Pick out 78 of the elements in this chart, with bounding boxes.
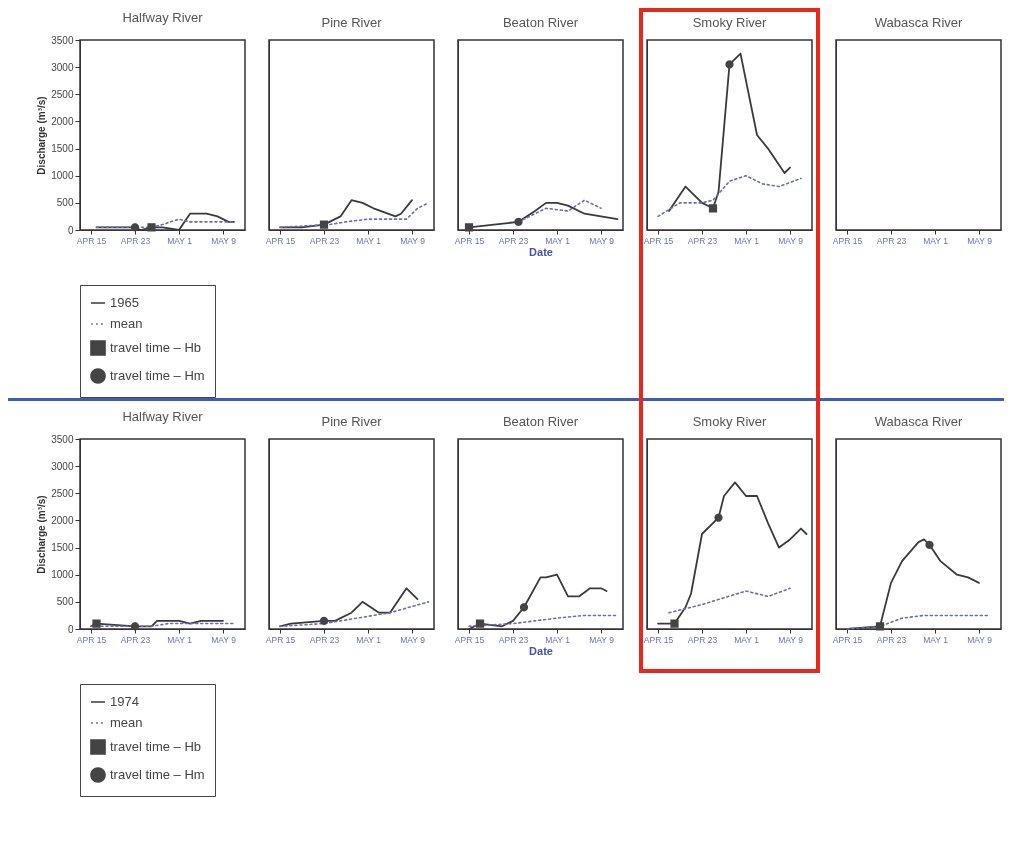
x-tick-label: MAY 1 — [545, 235, 571, 246]
legend-label: 1965 — [110, 295, 139, 310]
y-tick-label: 3000 — [51, 61, 74, 73]
x-tick-label: APR 23 — [498, 235, 529, 246]
x-tick-label: APR 15 — [643, 634, 674, 645]
legend-label: 1974 — [110, 694, 139, 709]
x-tick-label: MAY 9 — [400, 235, 426, 246]
x-tick-label: APR 15 — [265, 634, 296, 645]
y-tick-label: 1000 — [51, 170, 74, 182]
x-tick-label: APR 23 — [876, 235, 907, 246]
x-tick-label: APR 23 — [120, 634, 151, 645]
x-tick-label: APR 15 — [76, 634, 107, 645]
x-tick-label: MAY 1 — [923, 634, 949, 645]
y-tick-label: 500 — [56, 197, 74, 209]
x-tick-label: APR 15 — [265, 235, 296, 246]
chart-title: Halfway River — [122, 409, 204, 424]
chart-title: Halfway River — [122, 10, 204, 25]
x-tick-label: APR 23 — [687, 235, 718, 246]
x-tick-label: MAY 1 — [167, 634, 193, 645]
x-axis-title: Date — [529, 645, 553, 657]
legend-label: mean — [110, 715, 143, 730]
x-tick-label: APR 15 — [643, 235, 674, 246]
y-tick-label: 2000 — [51, 514, 74, 526]
chart-title: Beaton River — [502, 414, 579, 429]
legend-label: mean — [110, 316, 143, 331]
y-tick-label: 0 — [67, 623, 74, 635]
x-tick-label: MAY 1 — [356, 235, 382, 246]
x-tick-label: MAY 1 — [734, 235, 760, 246]
x-tick-label: APR 15 — [76, 235, 107, 246]
x-tick-label: APR 23 — [309, 634, 340, 645]
chart-title: Beaton River — [502, 15, 579, 30]
y-axis-title: Discharge (m³/s) — [36, 495, 48, 574]
chart-title: Smoky River — [692, 414, 767, 429]
chart-title: Pine River — [321, 15, 383, 30]
y-tick-label: 1000 — [51, 569, 74, 581]
y-tick-label: 500 — [56, 596, 74, 608]
y-tick-label: 1500 — [51, 143, 74, 155]
x-tick-label: MAY 1 — [734, 634, 760, 645]
x-tick-label: APR 15 — [454, 634, 485, 645]
x-tick-label: MAY 9 — [211, 235, 237, 246]
x-tick-label: MAY 1 — [923, 235, 949, 246]
y-tick-label: 0 — [67, 224, 74, 236]
x-tick-label: APR 23 — [876, 634, 907, 645]
legend-label: travel time – Hm — [110, 767, 205, 782]
x-tick-label: APR 23 — [309, 235, 340, 246]
chart-title: Pine River — [321, 414, 383, 429]
x-tick-label: MAY 9 — [967, 235, 993, 246]
x-tick-label: MAY 9 — [778, 634, 804, 645]
x-tick-label: MAY 9 — [967, 634, 993, 645]
y-tick-label: 2500 — [51, 487, 74, 499]
x-tick-label: MAY 1 — [356, 634, 382, 645]
x-tick-label: MAY 9 — [211, 634, 237, 645]
y-tick-label: 3000 — [51, 460, 74, 472]
y-tick-label: 2000 — [51, 115, 74, 127]
x-tick-label: APR 23 — [687, 634, 718, 645]
chart-title: Wabasca River — [874, 15, 963, 30]
x-axis-title: Date — [529, 246, 553, 258]
x-tick-label: MAY 9 — [778, 235, 804, 246]
x-tick-label: APR 23 — [498, 634, 529, 645]
legend-label: travel time – Hm — [110, 368, 205, 383]
legend-label: travel time – Hb — [110, 739, 202, 754]
y-axis-title: Discharge (m³/s) — [36, 96, 48, 175]
x-tick-label: MAY 1 — [167, 235, 193, 246]
y-tick-label: 2500 — [51, 88, 74, 100]
x-tick-label: MAY 9 — [589, 634, 615, 645]
x-tick-label: APR 15 — [454, 235, 485, 246]
y-tick-label: 3500 — [51, 433, 74, 445]
chart-title: Smoky River — [692, 15, 767, 30]
x-tick-label: APR 15 — [832, 235, 863, 246]
legend-label: travel time – Hb — [110, 340, 202, 355]
x-tick-label: MAY 9 — [400, 634, 426, 645]
x-tick-label: APR 15 — [832, 634, 863, 645]
y-tick-label: 3500 — [51, 34, 74, 46]
x-tick-label: APR 23 — [120, 235, 151, 246]
x-tick-label: MAY 1 — [545, 634, 571, 645]
x-tick-label: MAY 9 — [589, 235, 615, 246]
y-tick-label: 1500 — [51, 542, 74, 554]
chart-title: Wabasca River — [874, 414, 963, 429]
